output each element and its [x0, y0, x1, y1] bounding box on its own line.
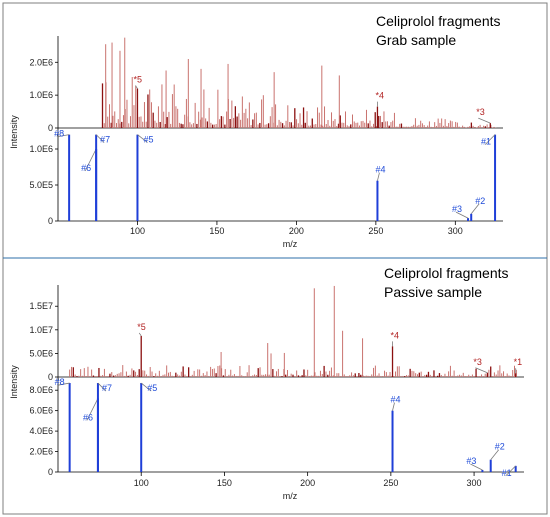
panel2-sample-peak-label: *5 [137, 322, 146, 332]
panel2-ref-peak-label: #3 [466, 456, 476, 466]
panel2-ref-label-leader [505, 465, 516, 477]
panel2-ref-peak-label: #7 [102, 383, 112, 393]
panel2-sample-peak-label: *4 [391, 330, 400, 340]
panel1-x-tick-label: 250 [368, 226, 383, 236]
panel2-x-tick-label: 150 [217, 478, 232, 488]
panel2-sample-y-tick-label: 1.5E7 [29, 301, 53, 311]
panel2-sample-y-tick-label: 0 [48, 372, 53, 382]
panel1-ref-label-leader [484, 134, 496, 145]
panel2-ref-y-tick-label: 2.0E6 [29, 447, 53, 457]
panel2-ref-label-leader [392, 402, 395, 411]
panel1-sample-peak-label: *3 [476, 107, 485, 117]
panel2-sample-label-leader [475, 367, 488, 374]
panel2-sample-peak-label: *3 [473, 357, 482, 367]
panel2-sample-y-tick-label: 1.0E7 [29, 325, 53, 335]
panel1-ref-y-tick-label: 5.0E5 [29, 180, 53, 190]
panel2-ref-y-tick-label: 4.0E6 [29, 426, 53, 436]
panel1-sample-label-leader [135, 85, 138, 89]
panel1-ref-peak-label: #5 [143, 135, 153, 145]
panel1-ref-label-leader [137, 134, 148, 143]
panel2-ref-y-tick-label: 6.0E6 [29, 406, 53, 416]
panel1-ref-peak-label: #7 [100, 135, 110, 145]
panel1-ref-peak-label: #2 [475, 196, 485, 206]
panel1-sample-label-leader [478, 117, 491, 124]
panel2-ref-label-leader [58, 382, 70, 386]
panel2-ref-peak-label: #8 [55, 377, 65, 387]
panel1-x-tick-label: 300 [448, 226, 463, 236]
panel2-ref-peak-label: #2 [495, 442, 505, 452]
panel1-ylabel: Intensity [9, 115, 19, 149]
panel2-ref-label-leader [86, 398, 99, 421]
panel1-sample-peak-label: *5 [133, 75, 142, 85]
panel1-ref-y-tick-label: 1.0E6 [29, 144, 53, 154]
panel2-ref-peak-label: #4 [391, 395, 401, 405]
panel2-ref-label-leader [97, 382, 107, 392]
panel2-x-tick-label: 250 [383, 478, 398, 488]
panel2-sample-y-tick-label: 5.0E6 [29, 348, 53, 358]
panel1-ref-peak-label: #1 [481, 137, 491, 147]
panel2-ref-y-tick-label: 8.0E6 [29, 385, 53, 395]
panel1-sample-y-tick-label: 1.0E6 [29, 90, 53, 100]
panel2-ref-y-tick-label: 0 [48, 467, 53, 477]
panel1-sample-y-tick-label: 2.0E6 [29, 57, 53, 67]
panel1-ref-y-tick-label: 0 [48, 216, 53, 226]
panel2-sample-peak-label: *1 [514, 357, 523, 367]
panel1-ref-peak-label: #6 [81, 163, 91, 173]
plot-area: 100 150 200 250 300 0 1.0E6 2.0E6 0 5.0E5 1.0E6 *5 *… [29, 36, 524, 488]
panel1-x-tick-label: 100 [130, 226, 145, 236]
panel2-sample-label-leader [138, 332, 142, 337]
panel1-x-tick-label: 150 [209, 226, 224, 236]
panel1-ref-label-leader [470, 203, 480, 215]
panel2-x-tick-label: 200 [300, 478, 315, 488]
panel1-ref-label-leader [455, 211, 469, 219]
panel1-title: Celiprolol fragments [376, 13, 501, 29]
panel2-ylabel: Intensity [9, 365, 19, 399]
panel2-x-tick-label: 100 [134, 478, 149, 488]
panel1-ref-label-leader [58, 134, 70, 137]
panel1-ref-label-leader [84, 148, 97, 172]
panel1-ref-peak-label: #4 [375, 165, 385, 175]
panel2-xlabel: m/z [283, 491, 298, 501]
panel1-sample-peak-label: *4 [375, 91, 384, 101]
panel2-ref-peak-label: #6 [83, 412, 93, 422]
panel2-subtitle: Passive sample [384, 284, 482, 300]
panel2-ref-peak-label: #1 [502, 468, 512, 478]
panel2-ref-label-leader [140, 382, 152, 392]
panel1-subtitle: Grab sample [376, 32, 456, 48]
panel1-ref-peak-label: #8 [54, 129, 64, 139]
panel1-ref-peak-label: #3 [452, 204, 462, 214]
panel1-ref-label-leader [377, 172, 380, 181]
panel2-title: Celiprolol fragments [384, 265, 509, 281]
panel1-sample-y-tick-label: 0 [48, 123, 53, 133]
panel1-ref-label-leader [95, 134, 105, 143]
panel2-ref-label-leader [470, 463, 483, 471]
panel1-x-tick-label: 200 [289, 226, 304, 236]
panel2-ref-label-leader [490, 449, 500, 460]
panel2-ref-peak-label: #5 [147, 383, 157, 393]
panel2-x-tick-label: 300 [467, 478, 482, 488]
panel1-xlabel: m/z [283, 239, 298, 249]
